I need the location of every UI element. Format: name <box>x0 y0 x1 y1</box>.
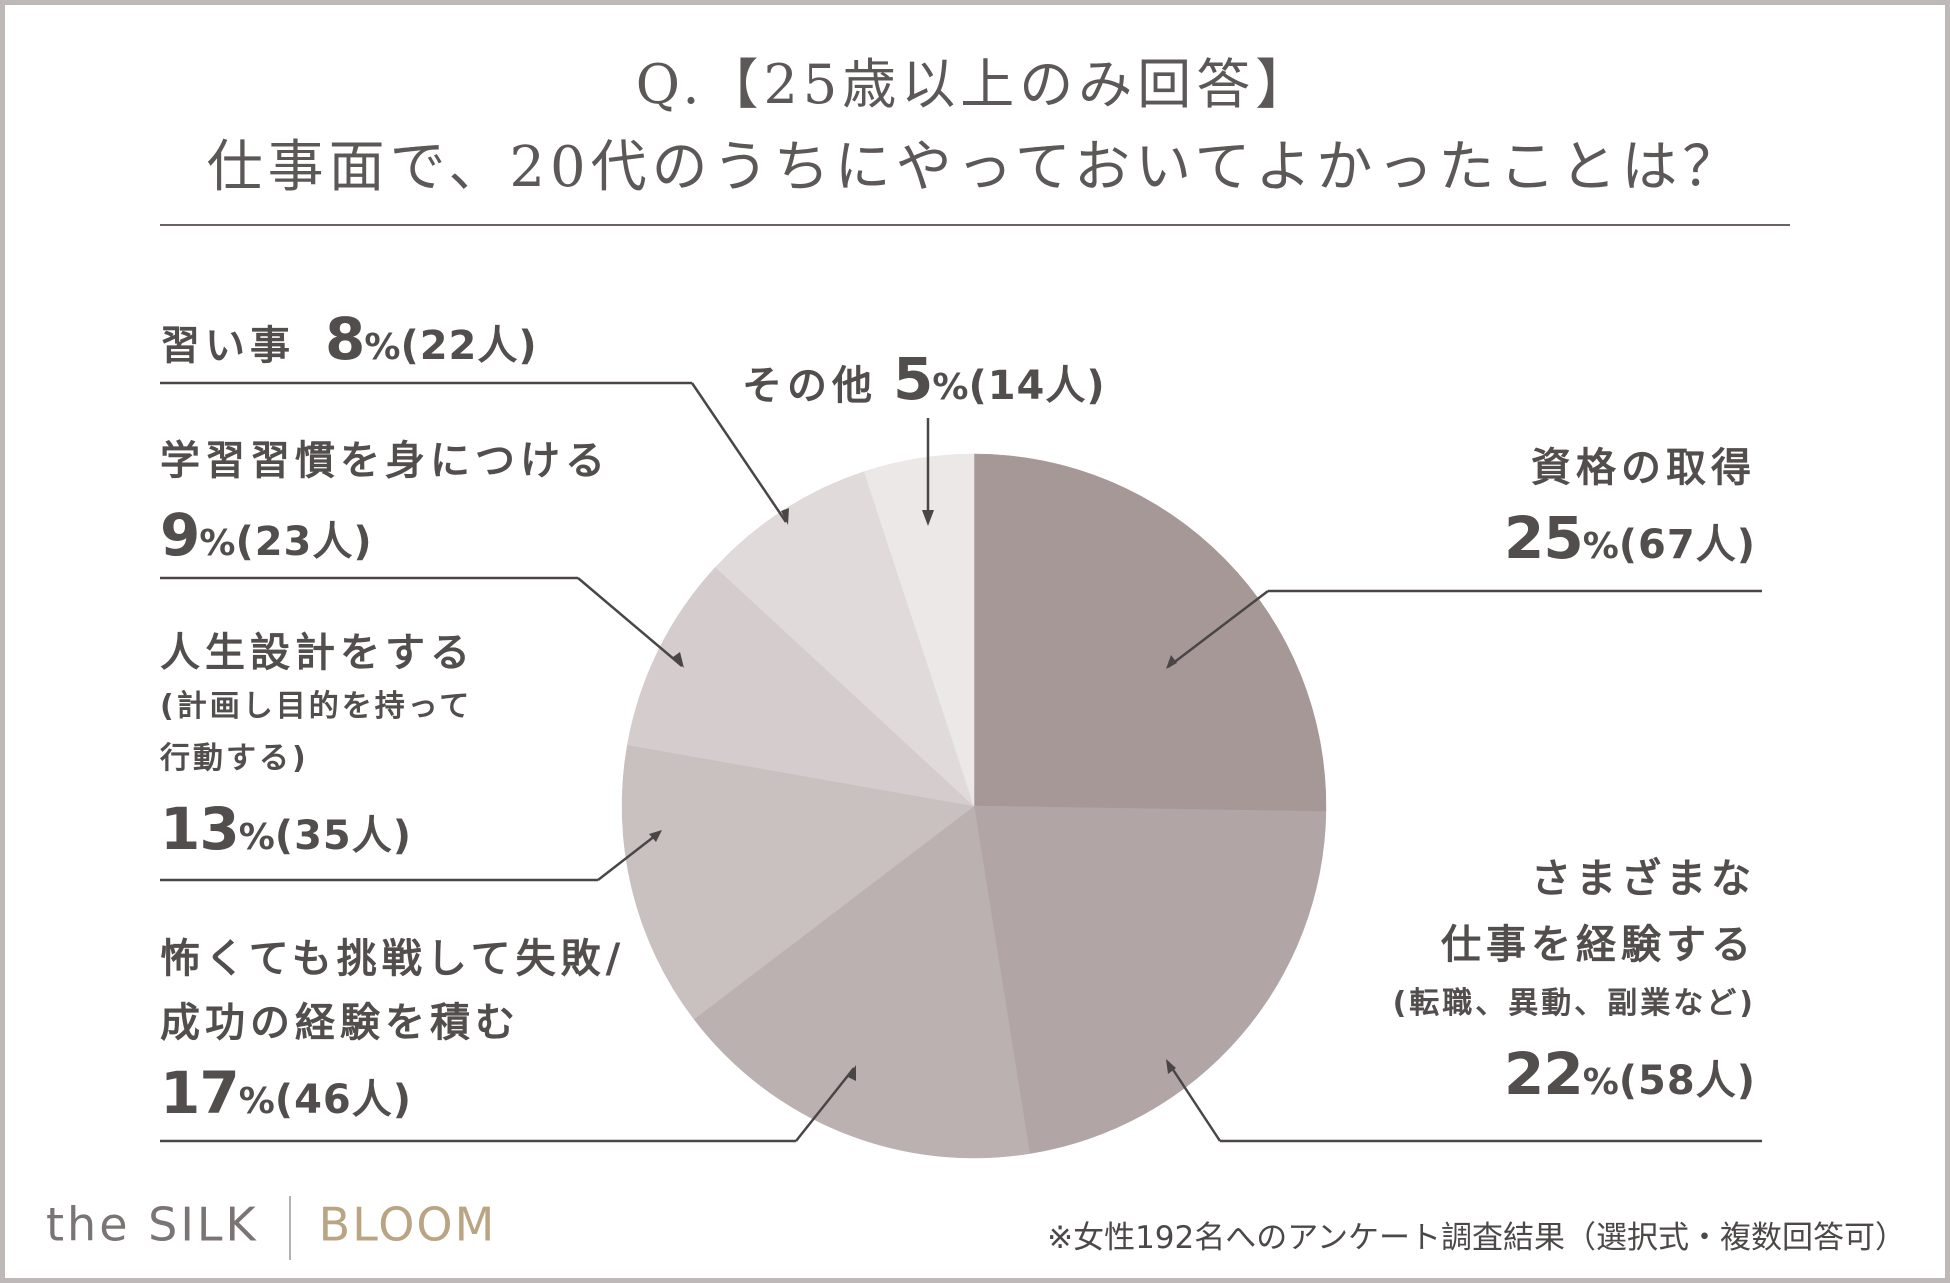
label-s1-line2: 仕事を経験する <box>1441 922 1756 968</box>
leader-s1 <box>1166 1061 1222 1142</box>
pie-slice-1 <box>973 805 1327 1154</box>
pie-slice-4 <box>627 566 975 807</box>
label-s4-percent-sign: % <box>199 523 236 564</box>
label-s0: 資格の取得 25%(67人) <box>1504 433 1756 588</box>
brand-logo: the SILK BLOOM <box>46 1196 496 1260</box>
leader-s5 <box>690 382 788 523</box>
leader-s2 <box>795 1067 855 1142</box>
label-s4-count: (23人) <box>235 519 373 565</box>
pie-slice-6 <box>863 453 975 807</box>
label-s2-count: (46人) <box>274 1077 413 1123</box>
brand-logo-part2: BLOOM <box>318 1197 497 1252</box>
label-s3-count: (35人) <box>274 813 413 859</box>
leader-s3 <box>597 831 661 881</box>
label-s6: その他 5%(14人) <box>742 340 1106 433</box>
label-s3-note1: (計画し目的を持って <box>160 689 473 724</box>
label-s0-text: 資格の取得 <box>1531 445 1756 491</box>
label-s3-percent: 13 <box>160 795 240 863</box>
label-s1: さまざまな 仕事を経験する (転職、異動、副業など) 22%(58人) <box>1393 846 1756 1133</box>
label-s6-percent-sign: % <box>932 367 969 408</box>
label-s0-percent: 25 <box>1503 504 1584 572</box>
label-s2: 怖くても挑戦して失敗/ 成功の経験を積む 17%(46人) <box>160 927 625 1146</box>
brand-logo-part1: the SILK <box>46 1197 259 1252</box>
label-s2-percent-sign: % <box>238 1081 275 1122</box>
label-s4-text: 学習習慣を身につける <box>160 438 610 484</box>
arrowhead-s1 <box>1166 1059 1176 1074</box>
brand-divider <box>288 1196 291 1260</box>
pie-slice-2 <box>693 805 1030 1159</box>
label-s1-line1: さまざまな <box>1531 856 1756 902</box>
label-s1-percent: 22 <box>1503 1040 1584 1108</box>
pie-slice-5 <box>715 471 975 807</box>
label-s5-text: 習い事 <box>160 323 295 369</box>
label-s6-count: (14人) <box>968 363 1106 409</box>
label-s5-percent: 8 <box>325 305 365 373</box>
label-s1-note: (転職、異動、副業など) <box>1392 986 1756 1021</box>
chart-title-line1: Q.【25歳以上のみ回答】 <box>635 53 1315 116</box>
label-s5: 習い事 8%(22人) <box>160 300 538 393</box>
arrowhead-s3 <box>649 830 662 842</box>
label-s0-count: (67人) <box>1618 522 1756 568</box>
pie-slice-0 <box>973 453 1327 812</box>
label-s5-percent-sign: % <box>364 327 401 368</box>
label-s2-percent: 17 <box>160 1059 240 1127</box>
arrowhead-s5 <box>781 508 789 525</box>
title-divider <box>160 224 1790 226</box>
arrowhead-s0 <box>1166 655 1177 669</box>
arrowhead-s4 <box>673 652 684 668</box>
label-s5-count: (22人) <box>400 323 538 369</box>
label-s3-line1: 人生設計をする <box>160 630 475 676</box>
label-s4-percent: 9 <box>160 501 200 569</box>
chart-title-line2: 仕事面で、20代のうちにやっておいてよかったことは？ <box>206 135 1744 200</box>
label-s4: 学習習慣を身につける 9%(23人) <box>160 424 610 587</box>
label-s1-percent-sign: % <box>1582 1062 1619 1103</box>
label-s3-note2: 行動する) <box>160 741 309 776</box>
pie-slice-3 <box>621 744 975 1020</box>
leader-s4 <box>577 577 683 667</box>
label-s0-percent-sign: % <box>1582 526 1619 567</box>
label-s1-count: (58人) <box>1618 1058 1756 1104</box>
label-s3-percent-sign: % <box>238 817 275 858</box>
label-s2-line2: 成功の経験を積む <box>160 1000 520 1046</box>
label-s3: 人生設計をする (計画し目的を持って 行動する) 13%(35人) <box>160 625 475 888</box>
label-s2-line1: 怖くても挑戦して失敗/ <box>160 936 626 982</box>
leader-s0 <box>1167 590 1269 668</box>
arrowhead-s2 <box>848 1065 856 1081</box>
label-s6-percent: 5 <box>893 345 933 413</box>
arrowhead-s6 <box>922 510 934 526</box>
label-s6-text: その他 <box>742 363 877 409</box>
survey-footnote: ※女性192名へのアンケート調査結果（選択式・複数回答可） <box>1047 1220 1906 1256</box>
